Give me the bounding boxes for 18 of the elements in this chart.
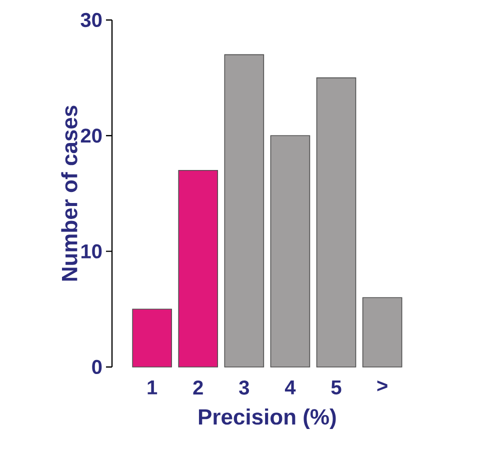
- y-tick-label: 20: [80, 128, 102, 143]
- bar: [224, 54, 264, 368]
- bar: [270, 135, 310, 368]
- x-tick-label: 1: [148, 380, 158, 394]
- x-tick-label: >: [377, 380, 388, 392]
- y-tick-label: 10: [81, 244, 102, 258]
- x-tick-label: 2: [193, 380, 203, 394]
- y-tick-label: 30: [80, 12, 102, 28]
- x-tick-label: 5: [331, 380, 342, 394]
- bar: [178, 170, 218, 368]
- x-tick-label: 3: [239, 380, 249, 395]
- y-axis-title: Number of cases: [61, 106, 78, 281]
- bar: [362, 297, 402, 368]
- x-axis-title: Precision (%): [198, 408, 336, 430]
- x-tick-label: 4: [284, 380, 296, 394]
- bar: [132, 308, 172, 368]
- y-tick-label: 0: [92, 360, 102, 374]
- bar: [316, 77, 356, 368]
